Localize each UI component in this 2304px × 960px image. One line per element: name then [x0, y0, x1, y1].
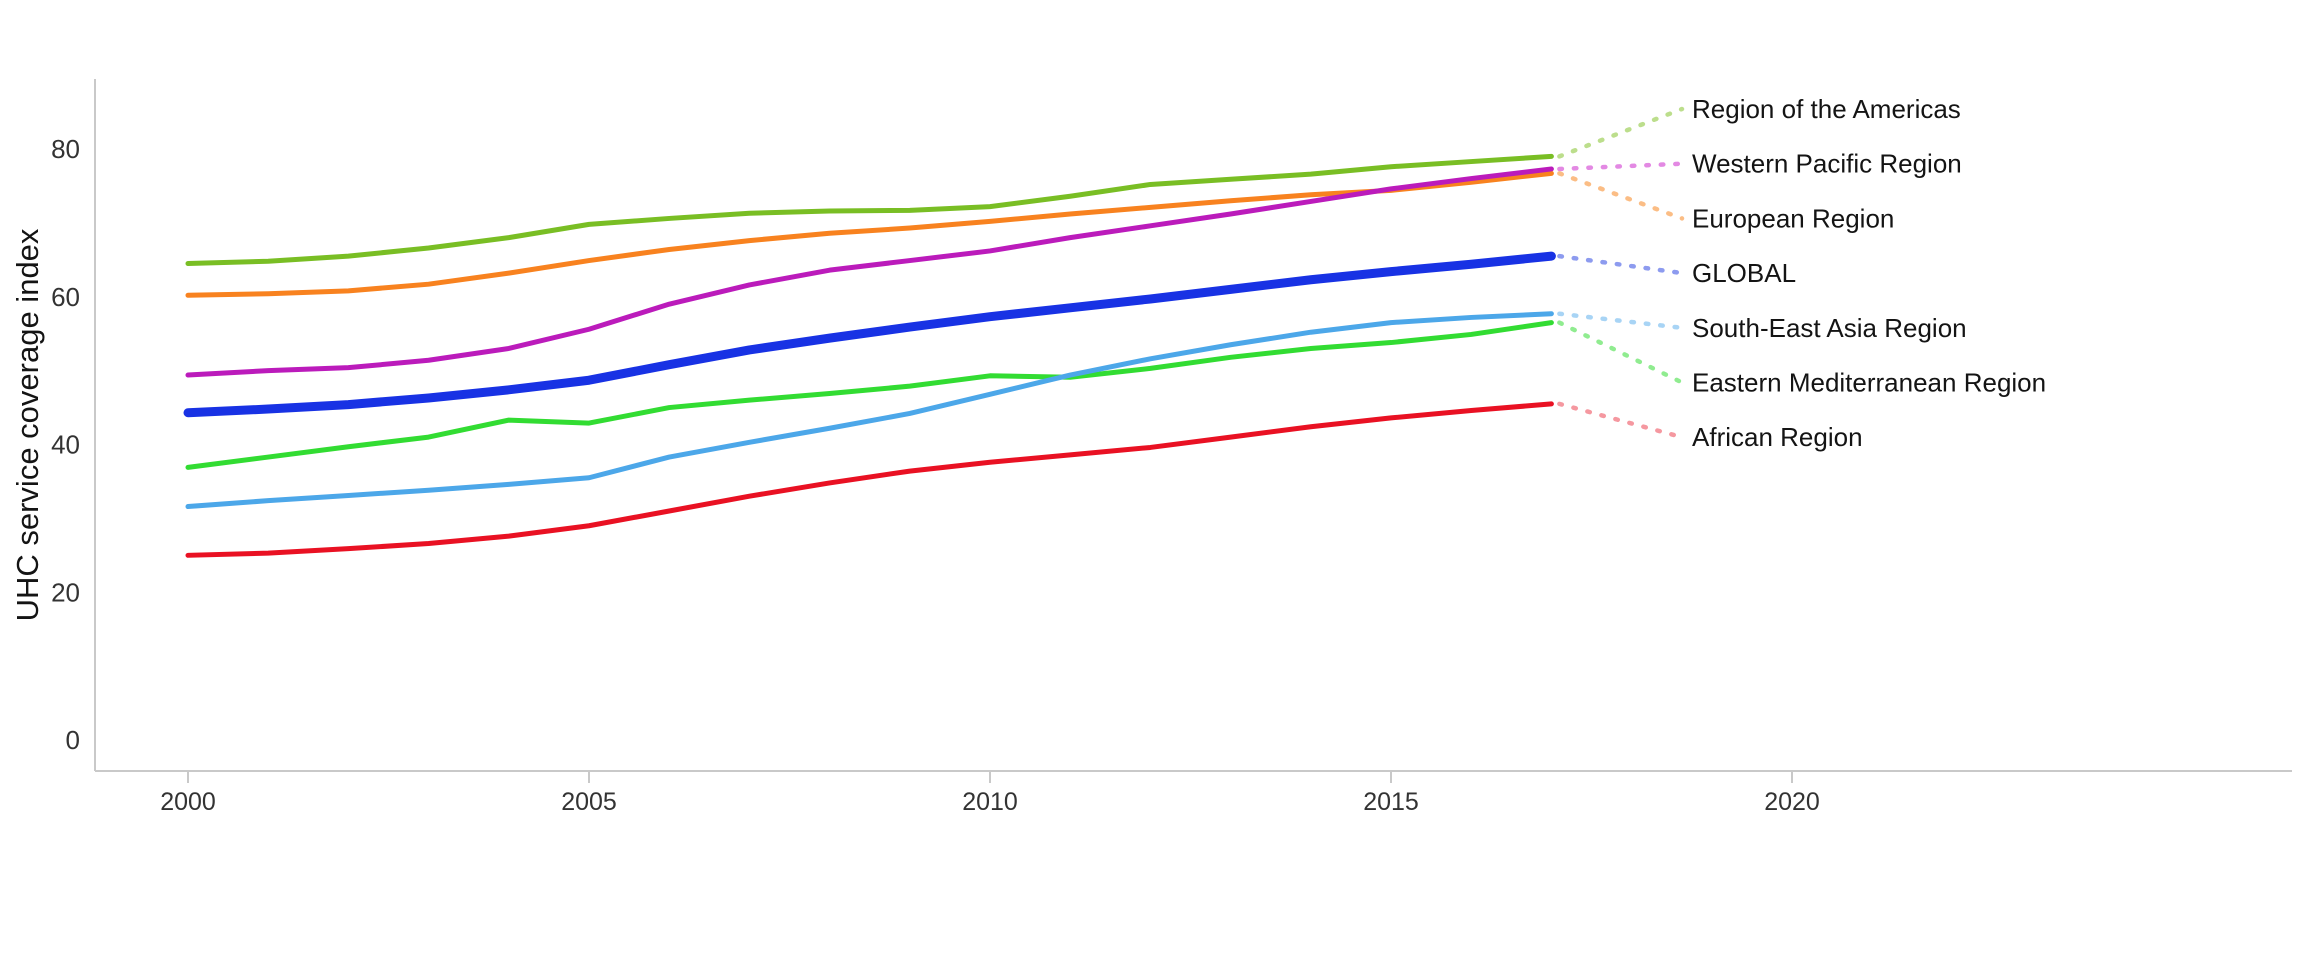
y-tick-label-60: 60 — [51, 282, 80, 312]
leader-line-0 — [1557, 106, 1685, 159]
series-line-0 — [185, 153, 1554, 267]
x-tick-label-2005: 2005 — [561, 788, 617, 816]
x-axis-ticks: 2000 2005 2010 2015 2020 — [160, 771, 1820, 816]
series-label-0: Region of the Americas — [1692, 94, 1961, 124]
y-axis-title: UHC service coverage index — [10, 228, 45, 621]
series-line-4 — [185, 311, 1554, 510]
x-tick-label-2015: 2015 — [1363, 788, 1419, 816]
leader-line-3 — [1557, 253, 1685, 276]
series-line-3 — [183, 251, 1556, 418]
series-lines — [183, 153, 1556, 558]
series-label-2: European Region — [1692, 203, 1894, 233]
leader-line-5 — [1557, 320, 1685, 385]
y-tick-label-0: 0 — [66, 725, 80, 755]
series-label-4: South-East Asia Region — [1692, 313, 1967, 343]
series-labels: Region of the Americas Western Pacific Re… — [1692, 94, 2046, 452]
series-line-5 — [185, 320, 1554, 470]
y-axis-tick-labels: 0 20 40 60 80 — [51, 134, 80, 755]
leader-line-1 — [1557, 161, 1685, 172]
series-label-5: Eastern Mediterranean Region — [1692, 368, 2046, 398]
leader-line-6 — [1557, 401, 1685, 440]
series-line-1 — [185, 166, 1554, 378]
y-tick-label-80: 80 — [51, 134, 80, 164]
y-tick-label-40: 40 — [51, 430, 80, 460]
x-tick-label-2000: 2000 — [160, 788, 216, 816]
series-line-6 — [185, 401, 1554, 558]
x-tick-label-2010: 2010 — [962, 788, 1018, 816]
series-label-1: Western Pacific Region — [1692, 149, 1962, 179]
series-label-6: African Region — [1692, 422, 1863, 452]
x-tick-label-2020: 2020 — [1764, 788, 1820, 816]
leader-line-2 — [1557, 171, 1685, 221]
leader-line-4 — [1557, 311, 1685, 331]
series-line-2 — [185, 170, 1554, 298]
y-tick-label-20: 20 — [51, 577, 80, 607]
leader-lines — [1557, 106, 1685, 440]
series-label-3: GLOBAL — [1692, 258, 1796, 288]
